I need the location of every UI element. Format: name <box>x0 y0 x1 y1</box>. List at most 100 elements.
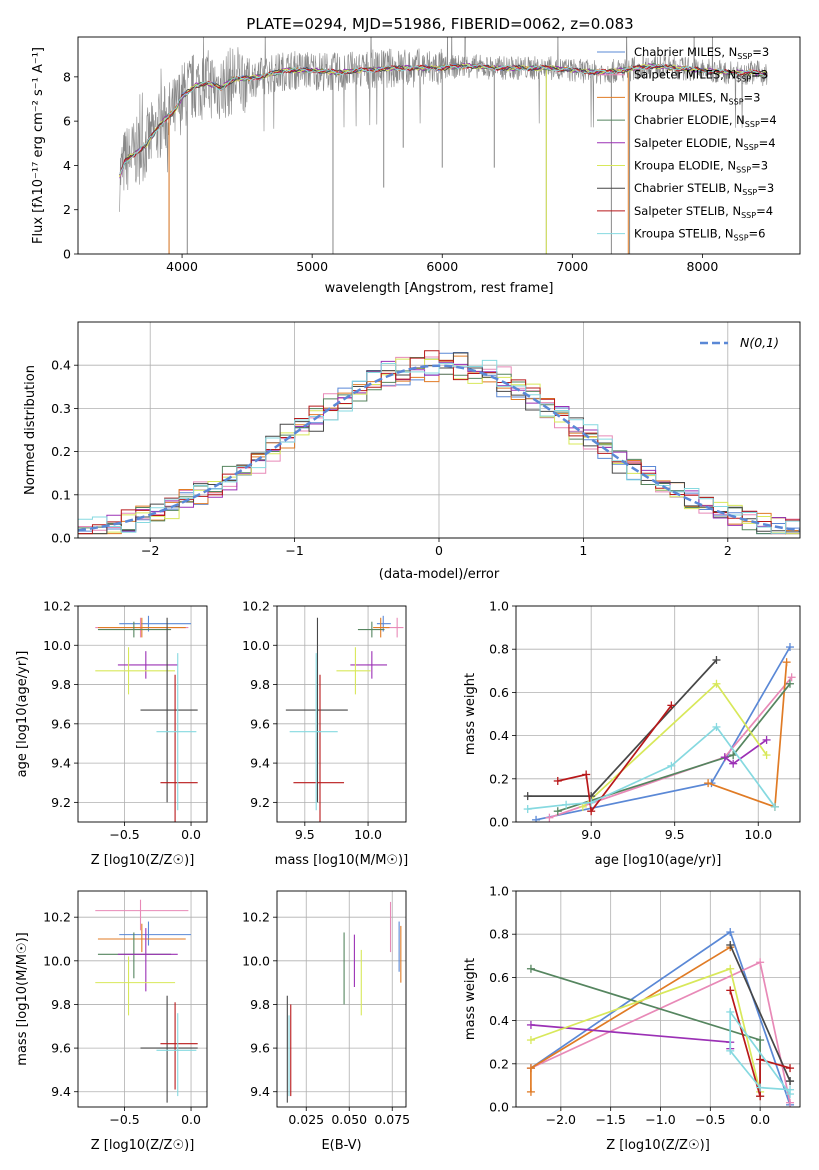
histogram-series <box>78 359 800 538</box>
axes-frame <box>515 605 801 823</box>
y-tick-label: 9.6 <box>250 1041 270 1056</box>
y-tick-label: 0.2 <box>489 1056 509 1071</box>
plot-area-weight-vs-age <box>523 643 796 822</box>
x-axis-label: mass [log10(M/M☉)] <box>275 853 408 868</box>
plot-area-mass-vs-ebv <box>286 901 402 1103</box>
weight-series <box>530 967 761 1093</box>
y-tick-label: 10.2 <box>242 599 270 614</box>
y-tick-label: 0.3 <box>51 401 71 416</box>
y-tick-label: 0.6 <box>489 970 509 985</box>
weight-series <box>729 944 791 1082</box>
y-tick-label: 9.8 <box>250 677 270 692</box>
axes-frame <box>77 605 208 823</box>
y-tick-label: 9.4 <box>51 756 71 771</box>
y-tick-label: 9.6 <box>51 716 71 731</box>
plot-area-age-vs-Z <box>95 615 198 822</box>
legend-entry: Chabrier MILES, NSSP=3 <box>634 45 769 61</box>
x-tick-label: −1.5 <box>595 1112 625 1127</box>
legend-entry: Salpeter MILES, NSSP=3 <box>634 68 768 84</box>
legend-entry: Salpeter STELIB, NSSP=4 <box>634 204 773 220</box>
y-tick-label: 9.4 <box>250 756 270 771</box>
plot-area-spectrum <box>119 37 768 254</box>
x-tick-label: 4000 <box>166 259 198 274</box>
y-axis-label: Normed distribution <box>23 365 38 495</box>
x-tick-label: −0.5 <box>109 827 139 842</box>
x-tick-label: 0.075 <box>374 1112 410 1127</box>
y-tick-label: 0.0 <box>489 815 509 830</box>
x-axis-label: age [log10(age/yr)] <box>595 853 722 868</box>
weight-series <box>527 659 718 797</box>
y-tick-label: 0.0 <box>489 1100 509 1115</box>
y-tick-label: 9.2 <box>250 795 270 810</box>
legend-entry: Kroupa MILES, NSSP=3 <box>634 90 760 106</box>
panel-spectrum: 4000 5000 6000 7000 8000 0 2 4 6 8 Chabrier MILES,… <box>31 36 801 296</box>
x-tick-label: 5000 <box>296 259 328 274</box>
y-tick-label: 10.0 <box>242 638 270 653</box>
y-tick-label: 0 <box>63 247 71 262</box>
x-tick-label: 8000 <box>687 259 719 274</box>
x-tick-label: 0.0 <box>181 827 201 842</box>
y-tick-label: 2 <box>63 202 71 217</box>
x-tick-label: 10.0 <box>744 827 772 842</box>
weight-series <box>557 704 673 814</box>
x-tick-label: −2 <box>141 543 159 558</box>
axes-frame <box>276 605 407 823</box>
axes-frame <box>77 321 801 539</box>
x-axis-label: Z [log10(Z/Z☉)] <box>606 1138 710 1153</box>
panel-age-vs-Z: −0.5 0.0 9.2 9.4 9.6 9.8 10.0 10.2 Z [log10(Z/Z☉… <box>15 599 208 868</box>
legend-entry: N(0,1) <box>740 335 779 350</box>
x-tick-label: 10.0 <box>354 827 382 842</box>
model-line <box>119 63 768 175</box>
legend-entry: Kroupa STELIB, NSSP=6 <box>634 227 765 243</box>
plot-area-residuals <box>78 350 800 538</box>
x-tick-label: 0.0 <box>750 1112 770 1127</box>
y-tick-label: 9.8 <box>250 997 270 1012</box>
x-tick-label: 0.025 <box>288 1112 324 1127</box>
y-tick-label: 4 <box>63 158 71 173</box>
x-tick-label: 0.050 <box>331 1112 367 1127</box>
x-tick-label: 2 <box>724 543 732 558</box>
y-tick-label: 10.0 <box>43 953 71 968</box>
x-tick-label: −2.0 <box>546 1112 576 1127</box>
y-axis-label: age [log10(age/yr)] <box>15 651 30 778</box>
y-tick-label: 9.6 <box>51 1041 71 1056</box>
y-tick-label: 9.8 <box>51 997 71 1012</box>
y-tick-label: 10.2 <box>242 910 270 925</box>
y-tick-label: 1.0 <box>489 599 509 614</box>
y-tick-label: 10.2 <box>43 910 71 925</box>
y-axis-label: mass weight <box>463 673 478 755</box>
y-tick-label: 9.8 <box>51 677 71 692</box>
x-tick-label: 9.5 <box>295 827 315 842</box>
plot-area-mass-vs-Z <box>95 899 198 1103</box>
y-tick-label: 0.2 <box>51 444 71 459</box>
y-tick-label: 0.4 <box>489 728 509 743</box>
x-tick-label: −1 <box>285 543 303 558</box>
x-tick-label: 1 <box>579 543 587 558</box>
y-axis-label: Flux [fλ10⁻¹⁷ erg cm⁻² s⁻¹ A⁻¹] <box>31 47 46 244</box>
x-tick-label: 0.0 <box>181 1112 201 1127</box>
y-tick-label: 6 <box>63 114 71 129</box>
figure-title: PLATE=0294, MJD=51986, FIBERID=0062, z=0… <box>246 15 633 33</box>
x-tick-label: 6000 <box>426 259 458 274</box>
y-tick-label: 9.4 <box>51 1084 71 1099</box>
normal-curve <box>78 364 800 532</box>
panel-residuals: −2 −1 0 1 2 0.0 0.1 0.2 0.3 0.4 N(0,1) (data-model)… <box>23 321 801 582</box>
y-tick-label: 0.0 <box>51 531 71 546</box>
chart-panels: 4000 5000 6000 7000 8000 0 2 4 6 8 Chabrier MILES,… <box>15 36 801 1153</box>
y-tick-label: 1.0 <box>489 884 509 899</box>
y-tick-label: 10.0 <box>43 638 71 653</box>
y-tick-label: 9.4 <box>250 1084 270 1099</box>
y-tick-label: 0.4 <box>51 358 71 373</box>
panel-mass-vs-ebv: 0.025 0.050 0.075 9.4 9.6 9.8 10.0 10.2 E(B-V) <box>242 890 410 1153</box>
x-tick-label: −0.5 <box>109 1112 139 1127</box>
x-tick-label: 7000 <box>556 259 588 274</box>
plot-area-age-vs-mass <box>285 615 404 822</box>
panel-age-vs-mass: 9.5 10.0 9.2 9.4 9.6 9.8 10.0 10.2 mass [log10(M… <box>242 599 408 869</box>
y-tick-label: 8 <box>63 69 71 84</box>
y-tick-label: 9.2 <box>51 795 71 810</box>
axes-frame <box>276 890 407 1108</box>
legend-entry: Chabrier STELIB, NSSP=3 <box>634 181 774 197</box>
y-tick-label: 9.6 <box>250 716 270 731</box>
axes-frame <box>515 890 801 1108</box>
